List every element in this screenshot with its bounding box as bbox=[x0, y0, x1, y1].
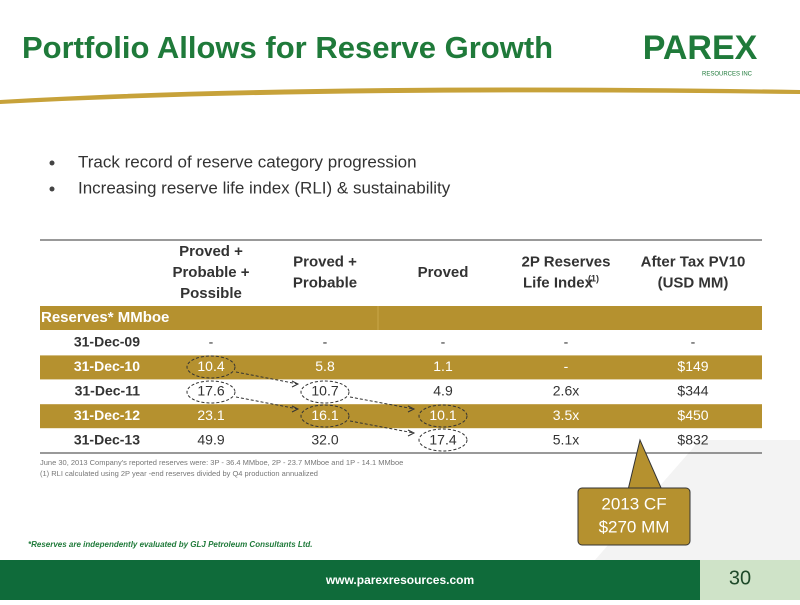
column-header: After Tax PV10 bbox=[641, 253, 746, 270]
section-label: Reserves* MMboe bbox=[41, 309, 169, 326]
highlight-ellipse bbox=[300, 380, 350, 404]
bullet-text: Track record of reserve category progres… bbox=[78, 152, 417, 171]
callout-text: 2013 CF bbox=[601, 494, 666, 513]
cell: - bbox=[564, 334, 569, 350]
row-label: 31-Dec-10 bbox=[74, 358, 140, 374]
cell: - bbox=[441, 334, 446, 350]
row-label: 31-Dec-09 bbox=[74, 334, 140, 350]
section-row bbox=[40, 306, 762, 330]
cell: 49.9 bbox=[197, 431, 224, 447]
page-box bbox=[700, 560, 800, 600]
cell: $450 bbox=[677, 407, 708, 423]
cell: 3.5x bbox=[553, 407, 579, 423]
progression-arrows bbox=[235, 371, 415, 434]
highlight-ellipse bbox=[186, 355, 236, 379]
column-header: (USD MM) bbox=[658, 274, 729, 291]
cell: $832 bbox=[677, 431, 708, 447]
cell: 10.4 bbox=[197, 358, 224, 374]
logo-sub: RESOURCES INC bbox=[702, 72, 753, 78]
footnote: (1) RLI calculated using 2P year -end re… bbox=[40, 469, 318, 478]
callout-box bbox=[577, 487, 691, 546]
column-header: Probable + bbox=[172, 264, 249, 281]
page-number: 30 bbox=[729, 567, 751, 589]
table: Proved + Probable + Possible Proved + Probab… bbox=[40, 243, 762, 454]
cell: 23.1 bbox=[197, 407, 224, 423]
highlight-ellipse bbox=[418, 404, 468, 428]
cell: 32.0 bbox=[311, 431, 338, 447]
cell: 10.1 bbox=[429, 407, 456, 423]
cell: 5.1x bbox=[553, 431, 579, 447]
cell: 4.9 bbox=[433, 383, 453, 399]
column-header: Proved + bbox=[293, 253, 357, 270]
footer-band bbox=[0, 560, 800, 600]
highlight-ellipse bbox=[300, 404, 350, 428]
cell: 5.8 bbox=[315, 358, 335, 374]
cell: $149 bbox=[677, 358, 708, 374]
bullet-text: Increasing reserve life index (RLI) & su… bbox=[78, 178, 451, 197]
arrow-heads bbox=[291, 380, 416, 437]
highlights bbox=[186, 355, 468, 452]
cell: 17.4 bbox=[429, 431, 456, 447]
header-rule bbox=[0, 87, 800, 104]
bullets: Track record of reserve category progres… bbox=[49, 152, 451, 197]
reserves-note: *Reserves are independently evaluated by… bbox=[28, 540, 313, 549]
cell: 16.1 bbox=[311, 407, 338, 423]
column-header: Proved bbox=[418, 264, 469, 281]
footnote: June 30, 2013 Company's reported reserve… bbox=[40, 458, 403, 467]
cell: - bbox=[564, 358, 569, 374]
column-header: Probable bbox=[293, 274, 357, 291]
footnotes: June 30, 2013 Company's reported reserve… bbox=[40, 458, 403, 478]
column-header: Possible bbox=[180, 285, 242, 302]
highlight-ellipse bbox=[186, 380, 236, 404]
cell: 2.6x bbox=[553, 383, 579, 399]
bullet-dot bbox=[49, 186, 55, 192]
bullet-dot bbox=[49, 160, 55, 166]
footnote-marker: (1) bbox=[588, 273, 599, 283]
row-label: 31-Dec-12 bbox=[74, 407, 140, 423]
row-label: 31-Dec-11 bbox=[75, 383, 141, 399]
highlight-ellipse bbox=[418, 428, 468, 452]
callout-text: $270 MM bbox=[599, 517, 670, 536]
cell: 1.1 bbox=[433, 358, 453, 374]
cell: - bbox=[323, 334, 328, 350]
column-header: Proved + bbox=[179, 243, 243, 260]
slide-title: Portfolio Allows for Reserve Growth bbox=[22, 30, 553, 65]
row-band bbox=[40, 355, 762, 380]
cell: - bbox=[209, 334, 214, 350]
row-band bbox=[40, 404, 762, 429]
cell: - bbox=[691, 334, 696, 350]
logo: PAREX bbox=[643, 29, 758, 67]
row-label: 31-Dec-13 bbox=[74, 431, 140, 447]
cell: 17.6 bbox=[197, 383, 224, 399]
column-header: Life Index bbox=[523, 274, 594, 291]
column-header: 2P Reserves bbox=[522, 253, 611, 270]
cell: 10.7 bbox=[311, 383, 338, 399]
footer-url: www.parexresources.com bbox=[325, 573, 474, 587]
cell: $344 bbox=[677, 383, 708, 399]
